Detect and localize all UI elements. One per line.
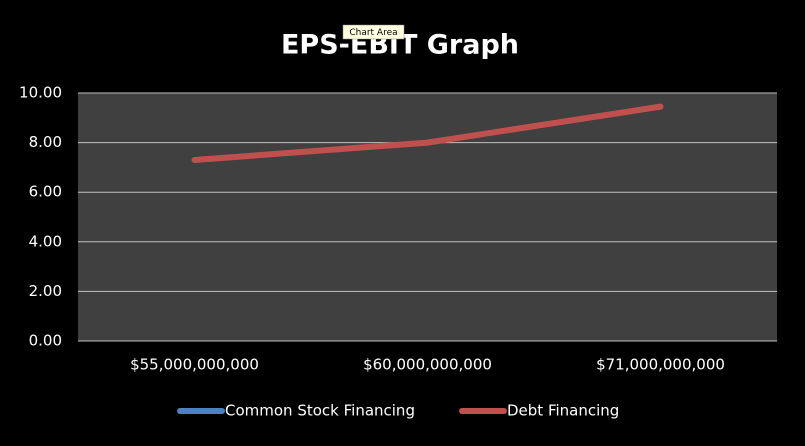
legend-label: Common Stock Financing bbox=[225, 402, 415, 420]
x-tick-label: $60,000,000,000 bbox=[363, 356, 492, 374]
tooltip-box bbox=[342, 24, 405, 40]
y-tick-label: 10.00 bbox=[19, 84, 62, 102]
x-tick-label: $55,000,000,000 bbox=[130, 356, 259, 374]
plot-area bbox=[78, 93, 777, 341]
y-tick-label: 4.00 bbox=[29, 232, 62, 250]
y-tick-label: 2.00 bbox=[29, 282, 62, 300]
y-tick-label: 0.00 bbox=[29, 332, 62, 350]
legend-label: Debt Financing bbox=[507, 402, 619, 420]
data-line bbox=[191, 103, 664, 163]
y-tick-label: 8.00 bbox=[29, 133, 62, 151]
x-tick-label: $71,000,000,000 bbox=[596, 356, 725, 374]
y-tick-label: 6.00 bbox=[29, 183, 62, 201]
tooltip: Chart Area bbox=[349, 28, 397, 38]
